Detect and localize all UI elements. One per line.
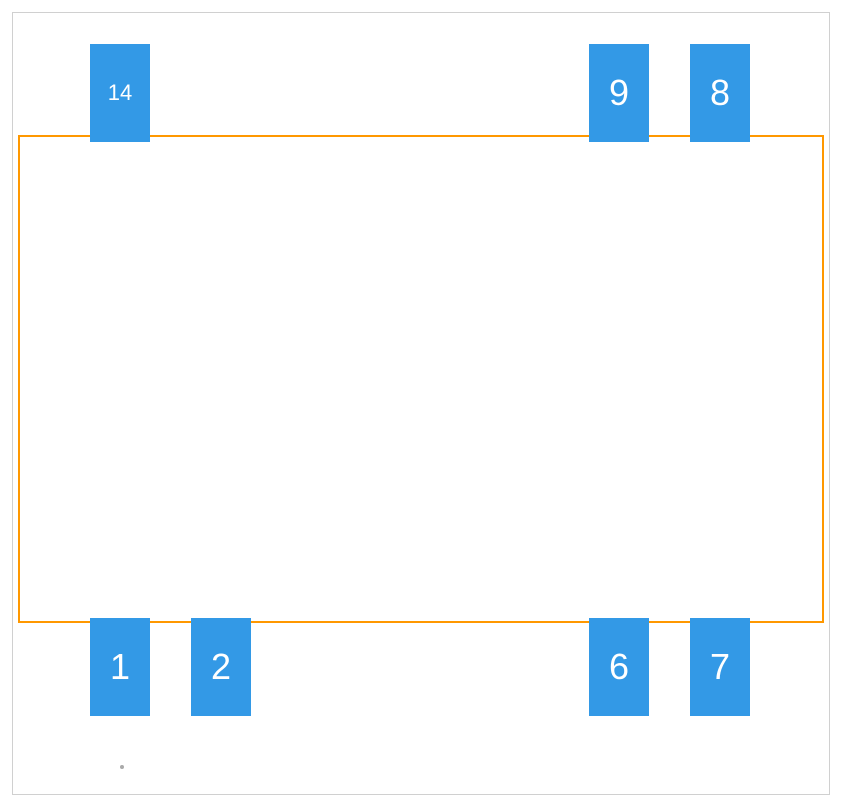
pad-1: 1 — [90, 618, 150, 716]
pad-7: 7 — [690, 618, 750, 716]
pin1-marker-dot — [120, 765, 124, 769]
pad-9: 9 — [589, 44, 649, 142]
pad-8: 8 — [690, 44, 750, 142]
pad-label: 1 — [110, 646, 130, 688]
pad-label: 7 — [710, 646, 730, 688]
pad-label: 9 — [609, 72, 629, 114]
pad-label: 6 — [609, 646, 629, 688]
component-body-outline — [18, 135, 824, 623]
footprint-canvas: 14 9 8 1 2 6 7 — [0, 0, 843, 808]
pad-label: 14 — [108, 80, 132, 106]
pad-2: 2 — [191, 618, 251, 716]
pad-14: 14 — [90, 44, 150, 142]
pad-label: 2 — [211, 646, 231, 688]
pad-label: 8 — [710, 72, 730, 114]
pad-6: 6 — [589, 618, 649, 716]
